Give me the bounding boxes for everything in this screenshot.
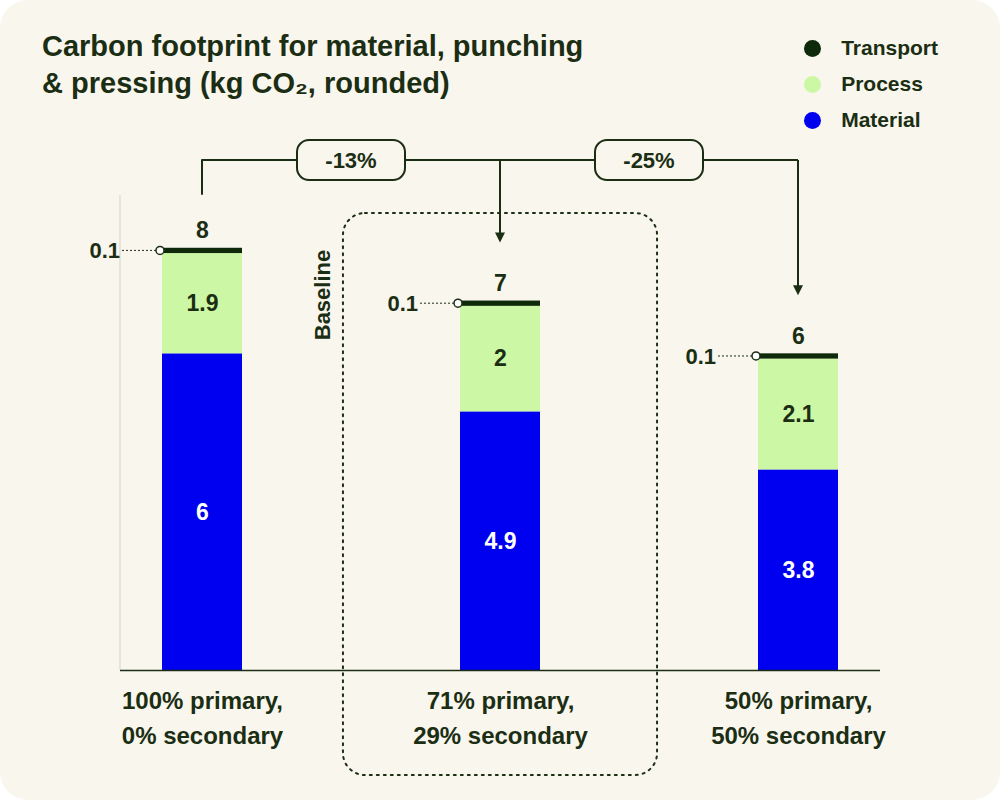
svg-text:Baseline: Baseline [310,250,335,341]
html-text:Carbon footprint for material,: Carbon footprint for material, punching … [42,30,584,99]
svg-text:8: 8 [196,217,209,243]
svg-text:71% primary,29% secondary: 71% primary,29% secondary [413,687,588,749]
svg-text:0.1: 0.1 [387,291,418,316]
svg-text:0.1: 0.1 [685,344,716,369]
svg-text:3.8: 3.8 [783,557,815,583]
svg-text:7: 7 [494,270,507,296]
svg-text:6: 6 [792,323,805,349]
svg-text:6: 6 [196,499,209,525]
svg-text:50% primary,50% secondary: 50% primary,50% secondary [711,687,886,749]
svg-text:-25%: -25% [623,148,674,173]
html-text:Material: Material [841,108,921,131]
svg-text:2: 2 [494,345,507,371]
html-text:Transport: Transport [841,36,938,59]
svg-text:1.9: 1.9 [187,290,219,316]
svg-text:2.1: 2.1 [783,401,815,427]
html-text:Process: Process [841,72,923,95]
svg-text:4.9: 4.9 [485,528,517,554]
svg-text:-13%: -13% [325,148,376,173]
svg-text:100% primary,0% secondary: 100% primary,0% secondary [122,687,284,749]
svg-text:0.1: 0.1 [89,238,120,263]
